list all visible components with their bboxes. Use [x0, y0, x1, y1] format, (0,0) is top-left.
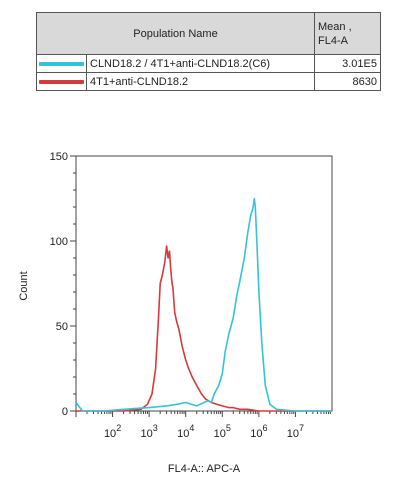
- population-name-header: Population Name: [36, 12, 315, 55]
- x-tick-label: 105: [214, 423, 231, 440]
- cyan-line-swatch: [39, 61, 84, 66]
- y-tick-label: 0: [62, 406, 68, 418]
- y-tick-label: 100: [50, 236, 68, 248]
- x-tick-label: 104: [177, 423, 194, 440]
- y-tick-label: 50: [56, 321, 68, 333]
- x-tick-labels: 102 103 104 105 106 107: [104, 423, 304, 440]
- axis-ticks: [70, 155, 331, 417]
- plot-frame: [75, 155, 333, 412]
- y-tick-label: 150: [50, 151, 68, 163]
- red-line-swatch: [39, 79, 84, 84]
- legend-population-name: 4T1+anti-CLND18.2: [86, 72, 315, 91]
- x-tick-label: 103: [141, 423, 158, 440]
- x-tick-label: 106: [250, 423, 267, 440]
- mean-header-text: Mean , FL4-A: [318, 20, 352, 47]
- series-line: [75, 197, 332, 412]
- y-axis-label: Count: [18, 271, 30, 300]
- legend-row-red: 4T1+anti-CLND18.2 8630: [36, 72, 381, 91]
- x-tick-label: 107: [287, 423, 304, 440]
- mean-header: Mean , FL4-A: [314, 12, 381, 55]
- x-tick-label: 102: [104, 423, 121, 440]
- population-legend-table: Population Name Mean , FL4-A CLND18.2 / …: [36, 12, 381, 91]
- series-line: [76, 245, 332, 412]
- histogram-series: [75, 197, 332, 412]
- y-tick-labels: 0 50 100 150: [50, 151, 68, 418]
- legend-mean-value: 8630: [314, 72, 381, 91]
- legend-header-row: Population Name Mean , FL4-A: [36, 12, 381, 55]
- x-axis-label: FL4-A:: APC-A: [168, 463, 241, 475]
